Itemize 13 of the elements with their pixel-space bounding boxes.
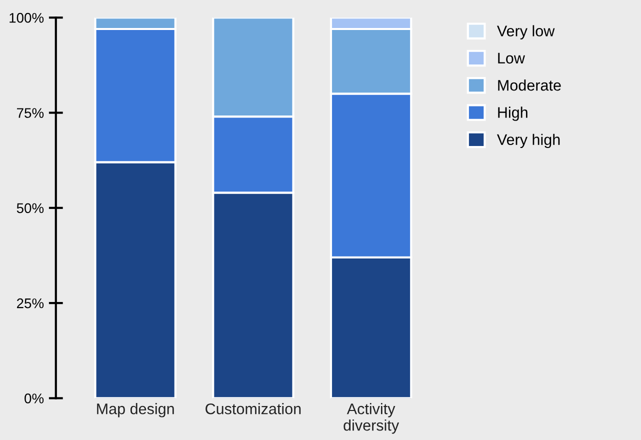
y-tick-label: 100% <box>10 12 44 23</box>
legend-label: High <box>498 106 528 121</box>
x-tick-label: Customization <box>206 403 301 414</box>
legend-label: Low <box>498 52 525 64</box>
legend-label: Very high <box>496 134 560 148</box>
x-tick-label: Activity diversity <box>344 403 400 434</box>
y-tick-label: 75% <box>17 108 44 118</box>
legend-label: Very low <box>496 25 555 40</box>
y-tick-label: 25% <box>16 298 44 308</box>
x-tick-label: Map design <box>97 403 174 418</box>
legend-label: Moderate <box>498 80 561 91</box>
y-tick-label: 50% <box>16 203 44 214</box>
y-tick-label: 0% <box>24 394 44 404</box>
